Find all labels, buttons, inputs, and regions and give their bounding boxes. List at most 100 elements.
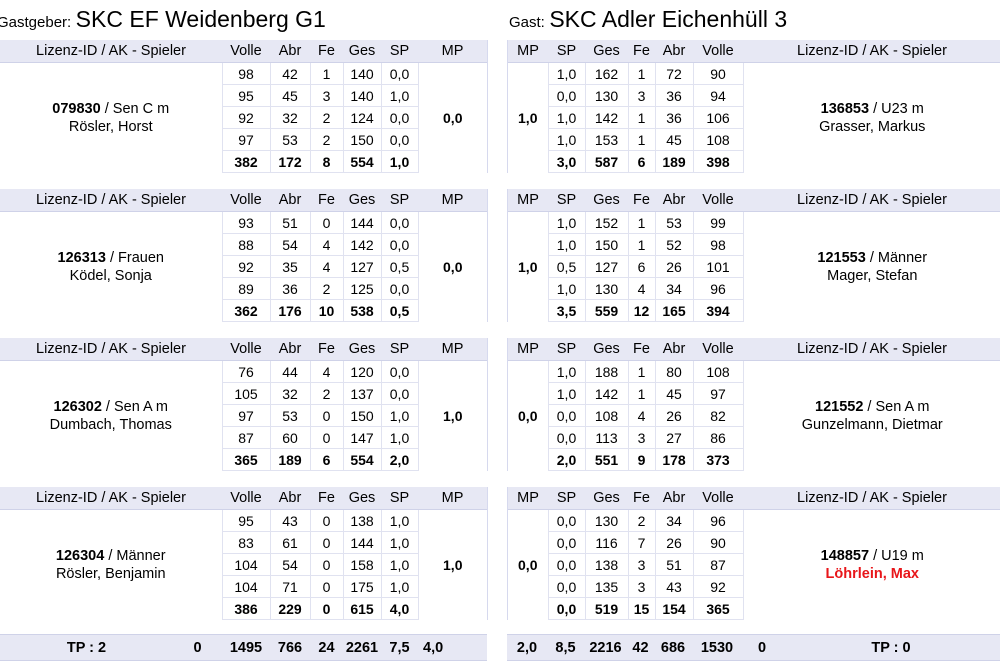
host-sum-value: 382 xyxy=(221,150,270,173)
guest-set-row: 0,0 113 3 27 86 xyxy=(508,426,1000,449)
col-header-fe: Fe xyxy=(310,338,343,361)
guest-set-value: 130 xyxy=(584,277,628,300)
host-set-value: 1,0 xyxy=(380,553,418,576)
host-set-row: 126304 / Männer Rösler, Benjamin 95 43 0 138 1… xyxy=(0,509,487,620)
col-header-mp: MP xyxy=(418,40,487,63)
guest-set-value: 96 xyxy=(692,277,743,300)
guest-set-value: 0,0 xyxy=(547,553,585,576)
col-header-fe: Fe xyxy=(628,189,655,212)
col-header-abr: Abr xyxy=(655,189,693,212)
col-header-player: Lizenz-ID / AK - Spieler xyxy=(0,338,222,361)
player-license: 079830 / Sen C m xyxy=(0,100,222,118)
guest-set-value: 0,0 xyxy=(547,575,585,598)
col-header-sp: SP xyxy=(548,487,585,510)
col-header-ges: Ges xyxy=(585,487,628,510)
guest-player-cell: 121552 / Sen A m Gunzelmann, Dietmar xyxy=(742,360,1000,471)
host-match-points: 0,0 xyxy=(417,62,487,173)
host-set-value: 51 xyxy=(269,211,310,234)
host-total-fe: 24 xyxy=(318,639,335,656)
col-header-ges: Ges xyxy=(585,338,628,361)
license-id: 148857 xyxy=(820,547,870,564)
col-header-fe: Fe xyxy=(628,338,655,361)
license-id: 121552 xyxy=(815,398,864,415)
host-set-row: 97 53 2 150 0,0 xyxy=(0,128,487,151)
guest-set-value: 43 xyxy=(654,575,693,598)
host-set-value: 60 xyxy=(269,426,310,449)
host-set-value: 97 xyxy=(221,404,270,427)
guest-set-row: 0,5 127 6 26 101 xyxy=(508,255,1000,278)
guest-set-row: 1,0 142 1 45 97 xyxy=(508,382,1000,405)
host-match-points: 0,0 xyxy=(417,211,487,322)
guest-set-value: 6 xyxy=(627,255,655,278)
guest-set-value: 152 xyxy=(584,211,628,234)
col-header-volle: Volle xyxy=(222,338,270,361)
host-sum-row: 365 189 6 554 2,0 xyxy=(0,448,487,471)
host-set-value: 0,0 xyxy=(380,106,418,129)
host-sum-value: 0,5 xyxy=(380,299,418,322)
age-class: / Sen C m xyxy=(100,100,170,117)
guest-sum-value: 0,0 xyxy=(547,597,585,620)
host-set-value: 0 xyxy=(309,531,343,554)
age-class: / Frauen xyxy=(105,249,164,266)
col-header-volle: Volle xyxy=(693,40,743,63)
host-sum-value: 176 xyxy=(269,299,310,322)
host-set-value: 92 xyxy=(221,106,270,129)
player-name: Rösler, Horst xyxy=(68,118,153,135)
guest-set-row: 1,0 153 1 45 108 xyxy=(508,128,1000,151)
host-set-value: 138 xyxy=(342,509,381,532)
guest-set-row: 0,0 130 3 36 94 xyxy=(508,84,1000,107)
host-sum-value: 4,0 xyxy=(380,597,418,620)
host-set-value: 0,0 xyxy=(380,128,418,151)
guest-set-value: 113 xyxy=(584,426,628,449)
guest-sum-value: 3,5 xyxy=(547,299,585,322)
host-set-value: 0,0 xyxy=(380,277,418,300)
host-set-value: 89 xyxy=(221,277,270,300)
guest-set-row: 1,0 1,0 162 1 72 90 136853 / U23 m Grasser, Mar… xyxy=(508,62,1000,173)
host-match-block: Lizenz-ID / AK - Spieler Volle Abr Fe Ges SP M… xyxy=(0,487,488,620)
license-id: 126313 xyxy=(57,249,106,266)
guest-sum-row: 2,0 551 9 178 373 xyxy=(508,448,1000,471)
host-set-value: 0,0 xyxy=(380,360,418,383)
guest-set-value: 1,0 xyxy=(547,360,585,383)
host-sum-value: 615 xyxy=(342,597,381,620)
guest-set-value: 82 xyxy=(692,404,743,427)
host-set-value: 97 xyxy=(221,128,270,151)
guest-set-value: 130 xyxy=(584,84,628,107)
col-header-abr: Abr xyxy=(270,487,310,510)
host-set-row: 105 32 2 137 0,0 xyxy=(0,382,487,405)
age-class: / Sen A m xyxy=(863,398,930,415)
guest-set-value: 135 xyxy=(584,575,628,598)
col-header-mp: MP xyxy=(508,338,548,361)
col-header-player: Lizenz-ID / AK - Spieler xyxy=(743,189,1000,212)
guest-set-value: 1 xyxy=(627,128,655,151)
guest-set-row: 0,0 116 7 26 90 xyxy=(508,531,1000,554)
host-sum-value: 538 xyxy=(342,299,381,322)
guest-sum-row: 0,0 519 15 154 365 xyxy=(508,597,1000,620)
col-header-player: Lizenz-ID / AK - Spieler xyxy=(743,338,1000,361)
license-id: 079830 xyxy=(52,100,101,117)
col-header-abr: Abr xyxy=(270,40,310,63)
host-set-value: 104 xyxy=(221,575,270,598)
player-license: 121553 / Männer xyxy=(744,249,1000,267)
host-set-row: 87 60 0 147 1,0 xyxy=(0,426,487,449)
guest-set-value: 1,0 xyxy=(547,277,585,300)
host-set-value: 2 xyxy=(309,382,343,405)
guest-set-value: 1,0 xyxy=(547,382,585,405)
guest-set-row: 0,0 138 3 51 87 xyxy=(508,553,1000,576)
guest-set-value: 53 xyxy=(654,211,693,234)
col-header-ges: Ges xyxy=(585,40,628,63)
host-set-value: 105 xyxy=(221,382,270,405)
host-set-value: 44 xyxy=(269,360,310,383)
col-header-abr: Abr xyxy=(270,338,310,361)
host-set-value: 95 xyxy=(221,84,270,107)
guest-set-row: 0,0 0,0 130 2 34 96 148857 / U19 m Löhrlein, Ma… xyxy=(508,509,1000,620)
host-sum-row: 386 229 0 615 4,0 xyxy=(0,597,487,620)
col-header-mp: MP xyxy=(418,189,487,212)
guest-player-cell: 121553 / Männer Mager, Stefan xyxy=(742,211,1000,322)
guest-total-volle: 1530 xyxy=(700,639,734,656)
host-set-value: 0 xyxy=(309,404,343,427)
col-header-player: Lizenz-ID / AK - Spieler xyxy=(743,487,1000,510)
host-set-value: 150 xyxy=(342,404,381,427)
host-player-cell: 126304 / Männer Rösler, Benjamin xyxy=(0,510,222,620)
guest-sum-value: 373 xyxy=(692,448,743,471)
